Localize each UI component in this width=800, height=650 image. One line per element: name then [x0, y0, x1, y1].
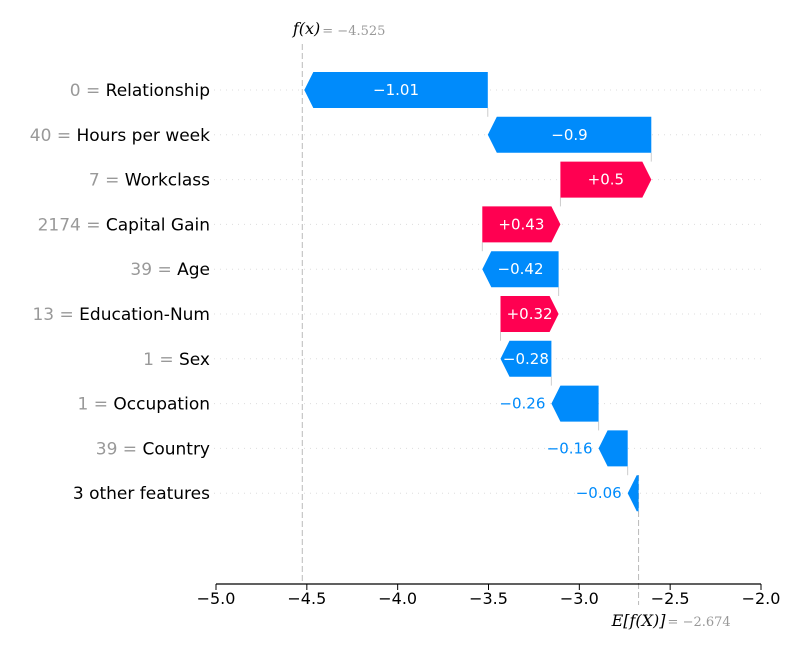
contribution-label: −1.01 — [373, 81, 419, 99]
feature-name: Sex — [179, 350, 210, 370]
contribution-label: −0.26 — [499, 395, 545, 413]
fx-value: = −4.525 — [322, 24, 385, 39]
x-tick-label: −3.0 — [560, 589, 599, 608]
feature-name: Education-Num — [79, 305, 210, 325]
base-value-value: = −2.674 — [668, 615, 731, 630]
feature-value: 1 = — [143, 350, 179, 370]
x-tick-label: −4.0 — [378, 589, 417, 608]
feature-label: 3 other features — [73, 484, 210, 504]
feature-value: 39 = — [96, 439, 143, 459]
feature-value: 39 = — [130, 260, 177, 280]
feature-value: 0 = — [70, 81, 106, 101]
fx-annotation: f(x) = −4.525 — [292, 19, 386, 39]
contribution-label: +0.43 — [498, 215, 544, 233]
feature-value: 2174 = — [38, 215, 106, 235]
feature-name: Occupation — [113, 395, 210, 415]
contribution-bar — [551, 385, 599, 422]
contribution-label: +0.5 — [588, 171, 624, 189]
contribution-bar — [487, 116, 652, 153]
feature-name: Relationship — [106, 81, 210, 101]
feature-value: 7 = — [89, 171, 125, 191]
feature-label: 1 = Occupation — [78, 395, 211, 415]
fx-label: f(x) — [292, 19, 320, 38]
feature-value: 40 = — [30, 126, 77, 146]
contribution-label: −0.42 — [498, 260, 544, 278]
bar-layer: −1.01 −0.9 +0.5 +0.43 −0.42 +0.32 −0.28 −0.26 −0… — [304, 72, 652, 512]
feature-label: 39 = Country — [96, 439, 210, 459]
base-value-label: E[f(X)] — [611, 611, 667, 630]
contribution-label: +0.32 — [507, 305, 553, 323]
x-tick-label: −5.0 — [197, 589, 236, 608]
contribution-bar — [304, 72, 488, 108]
feature-name: Capital Gain — [106, 215, 210, 235]
feature-label: 1 = Sex — [143, 350, 210, 370]
feature-name: Country — [142, 439, 210, 459]
contribution-bar — [500, 296, 559, 332]
feature-label: 39 = Age — [130, 260, 210, 280]
contribution-label: −0.16 — [547, 439, 593, 457]
x-tick-label: −2.5 — [651, 589, 690, 608]
feature-label: 2174 = Capital Gain — [38, 215, 210, 235]
feature-label: 40 = Hours per week — [30, 126, 210, 146]
x-tick-label: −3.5 — [469, 589, 508, 608]
feature-value: 13 = — [32, 305, 79, 325]
feature-value: 1 = — [78, 395, 114, 415]
grid-layer — [214, 44, 761, 605]
x-tick-label: −2.0 — [742, 589, 781, 608]
feature-label: 13 = Education-Num — [32, 305, 210, 325]
contribution-label: −0.06 — [576, 484, 622, 502]
contribution-bar — [560, 161, 652, 198]
contribution-label: −0.9 — [551, 126, 587, 144]
contribution-bar — [627, 475, 639, 512]
feature-name: Workclass — [125, 171, 210, 191]
feature-label: 7 = Workclass — [89, 171, 210, 191]
contribution-bar — [500, 340, 552, 377]
feature-name: Hours per week — [76, 126, 210, 146]
x-tick-label: −4.5 — [287, 589, 326, 608]
feature-name: Age — [177, 260, 210, 280]
feature-name: 3 other features — [73, 484, 210, 504]
feature-label-layer: 0 = Relationship 40 = Hours per week 7 = W… — [30, 81, 210, 504]
x-axis: −5.0 −4.5 −4.0 −3.5 −3.0 −2.5 −2.0 — [197, 583, 781, 608]
contribution-bar — [482, 251, 559, 288]
contribution-bar — [598, 430, 628, 467]
feature-label: 0 = Relationship — [70, 81, 210, 101]
base-value-annotation: E[f(X)] = −2.674 — [611, 611, 731, 630]
contribution-label: −0.28 — [503, 350, 549, 368]
contribution-bar — [482, 206, 561, 243]
